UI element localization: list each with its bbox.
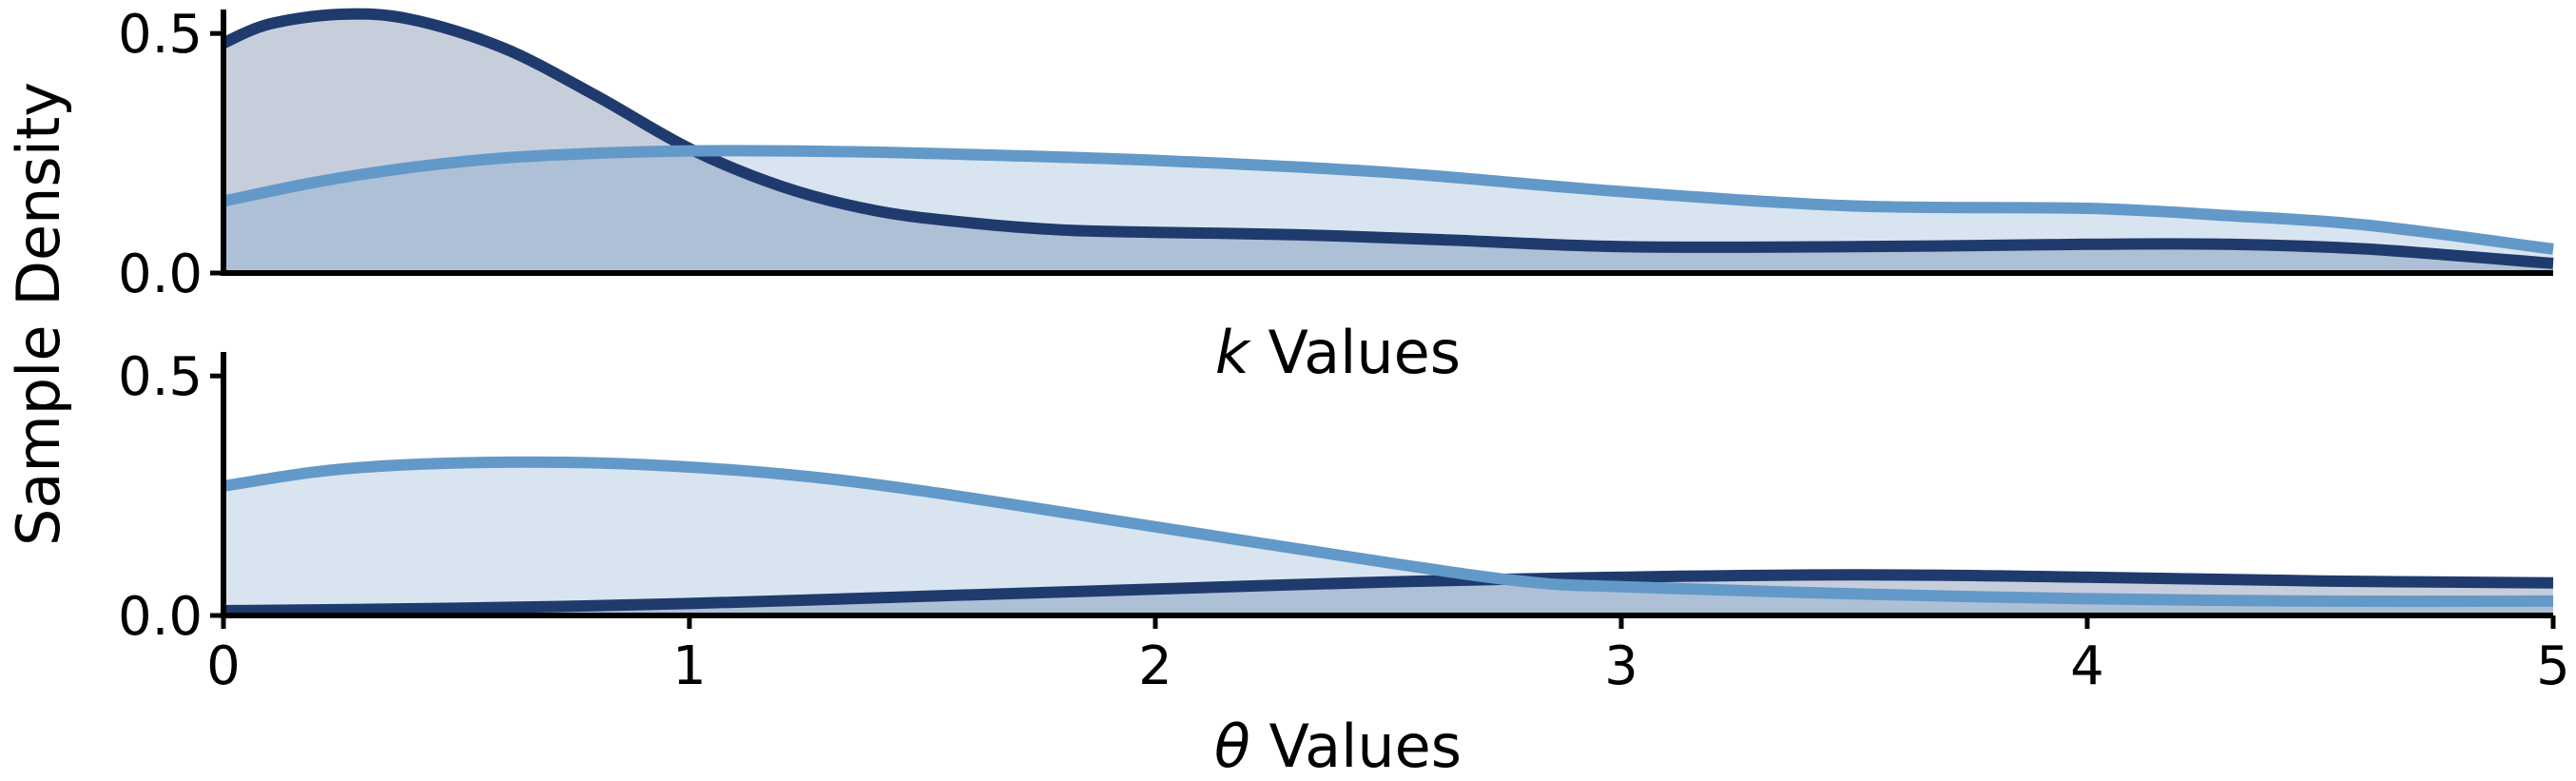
series-fill-light <box>223 461 2553 615</box>
y-tick-label: 0.0 <box>118 244 203 305</box>
panel-k-xlabel: k Values <box>1215 318 1461 387</box>
series-line-dark <box>221 8 2554 269</box>
y-axis-label: Sample Density <box>4 82 73 546</box>
panel-theta-xlabel: θ Values <box>1214 712 1462 781</box>
x-tick-label: 4 <box>2070 635 2104 697</box>
panel-theta: 0.0 0.5 0 1 2 3 4 5 <box>118 346 2570 697</box>
y-tick-label: 0.5 <box>118 4 203 66</box>
panel-k: 0.0 0.5 <box>118 4 2554 305</box>
x-tick-label: 5 <box>2536 635 2570 697</box>
x-tick-label: 1 <box>672 635 707 697</box>
series-line-light <box>223 456 2554 608</box>
series-line-light <box>222 145 2554 255</box>
x-tick-label: 2 <box>1138 635 1172 697</box>
series-line-dark <box>223 569 2554 616</box>
x-tick-label: 0 <box>206 635 241 697</box>
x-tick-label: 3 <box>1604 635 1638 697</box>
y-tick-label: 0.5 <box>118 346 203 408</box>
series-fill-dark <box>223 13 2553 273</box>
y-tick-label: 0.0 <box>118 586 203 648</box>
